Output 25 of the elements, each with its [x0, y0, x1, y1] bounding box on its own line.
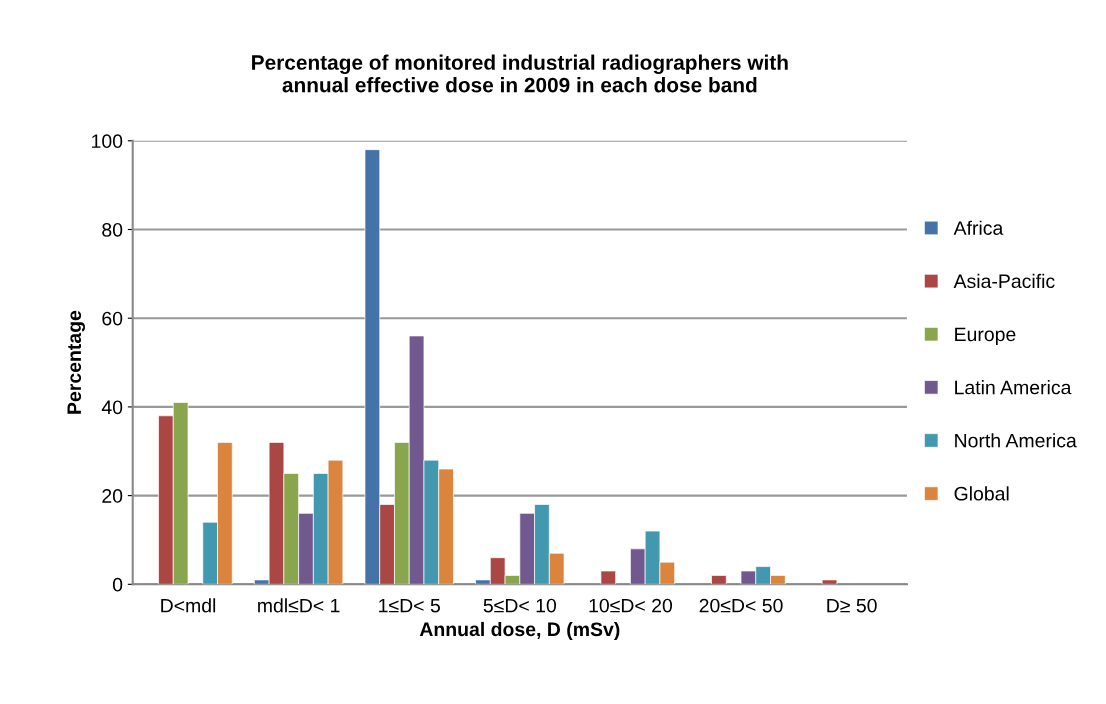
legend-label: Latin America	[955, 380, 1072, 395]
bar	[711, 575, 727, 585]
chart-title: Percentage of monitored industrial radiographers with annual effective dose in 2009 in each dose band	[252, 54, 788, 93]
legend-label: Europe	[955, 327, 1016, 346]
x-tick-label: D<mdl	[161, 598, 216, 613]
bar	[600, 570, 617, 585]
y-axis-title: Percentage	[67, 310, 85, 414]
y-tick-label: 80	[102, 222, 123, 237]
legend-label: Africa	[953, 220, 1004, 235]
x-tick-label: 5≤D< 10	[483, 598, 557, 613]
x-tick-label: 10≤D< 20	[589, 598, 673, 613]
y-tick-label: 60	[102, 311, 123, 326]
x-axis-title: Annual dose, D (mSv)	[419, 621, 620, 641]
x-tick-label: 20≤D< 50	[699, 598, 783, 613]
x-tick-label: D≥ 50	[827, 598, 877, 613]
legend-label: Asia-Pacific	[953, 273, 1055, 289]
y-tick-label: 100	[92, 134, 123, 149]
y-tick-label: 0	[112, 577, 123, 592]
x-tick-label: 1≤D< 5	[379, 598, 440, 613]
bar	[821, 579, 838, 585]
y-tick-label: 40	[101, 400, 123, 415]
x-tick-label: mdl≤D< 1	[258, 598, 340, 613]
legend-label: Global	[954, 486, 1009, 501]
y-tick-label: 20	[102, 489, 123, 503]
legend-label: North America	[955, 433, 1077, 448]
